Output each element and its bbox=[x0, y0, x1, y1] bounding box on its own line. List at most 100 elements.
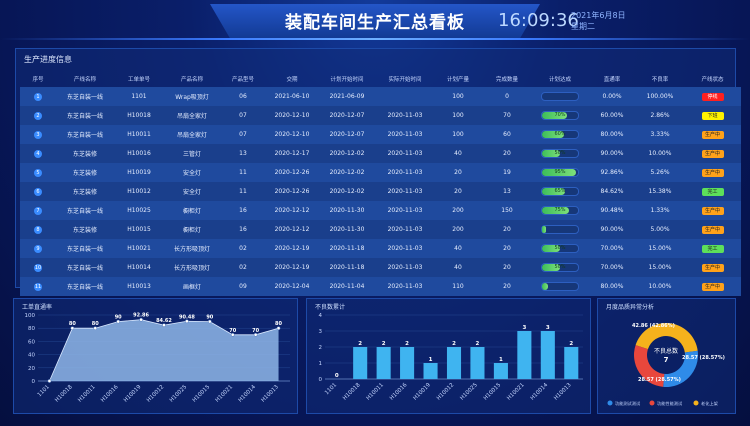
chart-title: 不良数累计 bbox=[315, 304, 346, 311]
table-row[interactable]: 7 东芝自装一线 H10025 橱柜灯 16 2020-12-12 2020-11-30 20… bbox=[20, 201, 741, 220]
progress-fill bbox=[542, 245, 560, 252]
data-point[interactable] bbox=[93, 326, 98, 331]
row-number-badge: 7 bbox=[34, 206, 42, 215]
bar[interactable] bbox=[564, 347, 579, 379]
pie-slice[interactable] bbox=[634, 345, 665, 387]
bar-value-label: 1 bbox=[499, 357, 503, 363]
y-tick-label: 60 bbox=[28, 339, 35, 345]
page-title: 装配车间生产汇总看板 bbox=[285, 13, 465, 33]
cell-achievement: 65% bbox=[532, 182, 588, 201]
status-badge: 生产中 bbox=[701, 149, 724, 158]
cell-order: H10021 bbox=[114, 239, 164, 258]
progress-label: 50% bbox=[554, 264, 566, 270]
cell-product: 安全灯 bbox=[164, 163, 220, 182]
data-point[interactable] bbox=[207, 319, 212, 324]
legend-label: 功能测试测试 bbox=[615, 400, 641, 407]
cell-order: H10025 bbox=[114, 201, 164, 220]
data-label: 90.48 bbox=[179, 314, 195, 320]
x-tick-label: H10014 bbox=[530, 382, 550, 402]
data-point[interactable] bbox=[230, 332, 235, 337]
cell-line: 东芝装修 bbox=[56, 182, 114, 201]
status-badge: 生产中 bbox=[701, 282, 724, 291]
progress-label: 95% bbox=[554, 169, 566, 175]
cell-achievement bbox=[532, 87, 588, 106]
cell-pass-rate: 60.00% bbox=[588, 106, 636, 125]
cell-no: 1 bbox=[20, 87, 56, 106]
pass-rate-chart: 0 20 40 60 80 100 1101 H10018 H10011 H10016 H10019… bbox=[25, 313, 290, 404]
column-header: 产线状态 bbox=[701, 77, 724, 83]
cell-no: 11 bbox=[20, 277, 56, 296]
panel-title: 生产进度信息 bbox=[24, 55, 72, 64]
cell-done-qty: 13 bbox=[482, 182, 532, 201]
achievement-progress-bar bbox=[541, 92, 579, 101]
data-point[interactable] bbox=[47, 379, 52, 383]
data-point[interactable] bbox=[70, 326, 75, 331]
data-label: 90 bbox=[115, 315, 122, 321]
table-row[interactable]: 4 东芝装修 H10016 三管灯 13 2020-12-17 2020-12-02 2020… bbox=[20, 144, 741, 163]
bar[interactable] bbox=[493, 363, 508, 379]
bar[interactable] bbox=[446, 347, 462, 379]
pie-slice[interactable] bbox=[663, 350, 698, 387]
cell-actual-start: 2020-11-03 bbox=[376, 258, 434, 277]
data-point[interactable] bbox=[139, 317, 143, 322]
table-row[interactable]: 11 东芝自装一线 H10013 画框灯 09 2020-12-04 2020-11-04 2… bbox=[20, 277, 741, 296]
status-badge: 生产中 bbox=[701, 168, 724, 177]
table-row[interactable]: 9 东芝自装一线 H10021 长方形吸顶灯 02 2020-12-19 2020-11-1… bbox=[20, 239, 741, 258]
weekday-text: 星期二 bbox=[571, 22, 595, 31]
table-row[interactable]: 10 东芝自装一线 H10014 长方形吸顶灯 02 2020-12-19 2020-11-… bbox=[20, 258, 741, 277]
bar[interactable] bbox=[353, 347, 368, 379]
cell-achievement: 50% bbox=[532, 144, 588, 163]
cell-defect: 15.00% bbox=[636, 258, 684, 277]
table-row[interactable]: 5 东芝装修 H10019 安全灯 11 2020-12-26 2020-12-02 2020… bbox=[20, 163, 741, 182]
bar-value-label: 1 bbox=[429, 357, 433, 363]
table-row[interactable]: 2 东芝自装一线 H10018 吊扇全家灯 07 2020-12-10 2020-12-07… bbox=[20, 106, 741, 125]
pie-slice[interactable] bbox=[635, 323, 698, 353]
cell-plan-start: 2020-12-02 bbox=[318, 163, 376, 182]
cell-defect: 2.86% bbox=[636, 106, 684, 125]
progress-label: 60% bbox=[554, 131, 566, 137]
bar[interactable] bbox=[540, 331, 555, 379]
data-point[interactable] bbox=[116, 319, 121, 324]
data-point[interactable] bbox=[185, 319, 189, 324]
data-point[interactable] bbox=[253, 332, 258, 337]
pass-rate-chart-panel: 工单直通率 0 20 40 60 80 100 1101 H10018 H10011 H10016… bbox=[13, 298, 298, 414]
bar[interactable] bbox=[423, 363, 438, 379]
cell-status: 生产中 bbox=[684, 125, 741, 144]
data-point[interactable] bbox=[162, 323, 166, 328]
table-row[interactable]: 8 东芝装修 H10015 橱柜灯 16 2020-12-12 2020-11-30 2020… bbox=[20, 220, 741, 239]
status-badge: 完工 bbox=[701, 244, 724, 253]
row-number-badge: 1 bbox=[34, 92, 42, 101]
achievement-progress-bar: 50% bbox=[541, 244, 579, 253]
table-row[interactable]: 3 东芝自装一线 H10011 吊扇全家灯 07 2020-12-10 2020-12-07… bbox=[20, 125, 741, 144]
column-header: 序号 bbox=[32, 77, 44, 83]
bar-value-label: 2 bbox=[382, 341, 386, 347]
bar[interactable] bbox=[400, 347, 415, 379]
x-tick-label: H10019 bbox=[412, 382, 432, 402]
cell-achievement: 75% bbox=[532, 201, 588, 220]
bar[interactable] bbox=[517, 331, 532, 379]
cell-done-qty: 20 bbox=[482, 239, 532, 258]
cell-plan-start: 2020-11-18 bbox=[318, 258, 376, 277]
bar[interactable] bbox=[376, 347, 391, 379]
bar[interactable] bbox=[470, 347, 485, 379]
slice-label: 28.57 (28.57%) bbox=[682, 355, 725, 361]
date-text: 2021年6月8日 bbox=[571, 11, 626, 20]
column-header: 完成数量 bbox=[495, 77, 518, 83]
cell-achievement bbox=[532, 277, 588, 296]
data-point[interactable] bbox=[276, 326, 281, 331]
table-row[interactable]: 1 东芝自装一线 1101 Wrap吸顶灯 06 2021-06-10 2021-06-09… bbox=[20, 87, 741, 106]
area-fill bbox=[49, 319, 279, 381]
cell-plan-qty: 200 bbox=[434, 220, 482, 239]
cell-product: 安全灯 bbox=[164, 182, 220, 201]
x-tick-label: H10021 bbox=[215, 384, 235, 404]
cell-no: 6 bbox=[20, 182, 56, 201]
cell-plan-qty: 20 bbox=[434, 163, 482, 182]
cell-due: 2020-12-17 bbox=[266, 144, 318, 163]
cell-line: 东芝装修 bbox=[56, 144, 114, 163]
cell-pass-rate: 84.62% bbox=[588, 182, 636, 201]
table-row[interactable]: 6 东芝装修 H10012 安全灯 11 2020-12-26 2020-12-02 2020… bbox=[20, 182, 741, 201]
cell-model: 06 bbox=[220, 87, 266, 106]
clock: 16:09:36 bbox=[498, 10, 579, 31]
header: 装配车间生产汇总看板 16:09:36 2021年6月8日 星期二 bbox=[0, 0, 750, 40]
